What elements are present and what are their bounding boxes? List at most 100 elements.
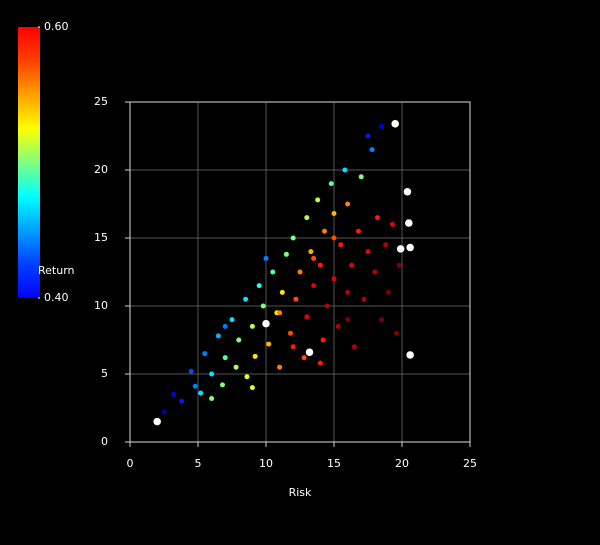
scatter-point bbox=[345, 289, 351, 295]
x-tick-label: 0 bbox=[127, 457, 134, 470]
marker-point bbox=[405, 350, 415, 360]
scatter-point bbox=[317, 262, 323, 268]
scatter-point bbox=[249, 323, 255, 329]
scatter-point bbox=[243, 296, 249, 302]
scatter-point bbox=[351, 344, 357, 350]
marker-point bbox=[152, 417, 162, 426]
scatter-point bbox=[345, 201, 351, 207]
scatter-point bbox=[202, 351, 208, 357]
scatter-point bbox=[283, 251, 289, 257]
scatter-point bbox=[293, 296, 299, 302]
colorbar-tick-label: 0.60 bbox=[44, 20, 69, 33]
marker-point bbox=[305, 347, 314, 357]
y-axis-label: Return bbox=[38, 264, 75, 277]
scatter-point bbox=[260, 303, 266, 309]
y-tick-label: 10 bbox=[94, 299, 108, 312]
scatter-point bbox=[198, 390, 204, 396]
y-tick-label: 15 bbox=[94, 231, 108, 244]
y-tick-label: 25 bbox=[94, 95, 108, 108]
scatter-point bbox=[328, 181, 334, 187]
x-tick-label: 25 bbox=[463, 457, 477, 470]
scatter-point bbox=[209, 395, 215, 401]
marker-point bbox=[403, 187, 412, 197]
scatter-point bbox=[338, 242, 344, 248]
marker-point bbox=[405, 243, 415, 252]
x-tick-label: 5 bbox=[195, 457, 202, 470]
scatter-point bbox=[171, 391, 177, 397]
scatter-point bbox=[345, 317, 351, 323]
x-tick-label: 20 bbox=[395, 457, 409, 470]
scatter-point bbox=[279, 289, 285, 295]
scatter-point bbox=[188, 368, 194, 374]
colorbar-tick-label: 0.40 bbox=[44, 291, 69, 304]
scatter-point bbox=[219, 382, 225, 388]
scatter-point bbox=[369, 147, 375, 153]
scatter-point bbox=[331, 276, 337, 282]
scatter-point bbox=[342, 167, 348, 173]
y-tick-label: 20 bbox=[94, 163, 108, 176]
scatter-point bbox=[355, 228, 361, 234]
scatter-point bbox=[256, 283, 262, 289]
y-tick-label: 5 bbox=[101, 367, 108, 380]
scatter-point bbox=[308, 249, 314, 255]
scatter-point bbox=[229, 317, 235, 323]
scatter-point bbox=[304, 215, 310, 221]
scatter-point bbox=[249, 385, 255, 391]
marker-point bbox=[261, 319, 271, 328]
scatter-point bbox=[236, 337, 242, 343]
scatter-point bbox=[379, 123, 385, 129]
marker-point bbox=[396, 244, 405, 254]
scatter-point bbox=[361, 296, 367, 302]
marker-point bbox=[404, 218, 414, 228]
scatter-point bbox=[304, 314, 310, 320]
scatter-point bbox=[161, 409, 167, 415]
scatter-point bbox=[277, 310, 283, 316]
scatter-point bbox=[252, 353, 258, 359]
scatter-point bbox=[317, 360, 323, 366]
scatter-point bbox=[331, 235, 337, 241]
scatter-point bbox=[383, 242, 389, 248]
scatter-point bbox=[365, 133, 371, 139]
scatter-point bbox=[349, 262, 355, 268]
scatter-point bbox=[324, 303, 330, 309]
scatter-point bbox=[215, 333, 221, 339]
scatter-point bbox=[244, 374, 250, 380]
scatter-point bbox=[311, 255, 317, 261]
scatter-point bbox=[290, 344, 296, 350]
scatter-point bbox=[233, 364, 239, 370]
scatter-point bbox=[331, 211, 337, 217]
scatter-point bbox=[297, 269, 303, 275]
scatter-point bbox=[365, 249, 371, 255]
scatter-point bbox=[358, 174, 364, 180]
marker-point bbox=[390, 119, 400, 129]
scatter-point bbox=[209, 371, 215, 377]
scatter-point bbox=[379, 317, 385, 323]
scatter-point bbox=[301, 355, 307, 361]
scatter-point bbox=[263, 255, 269, 261]
scatter-point bbox=[335, 323, 341, 329]
scatter-point bbox=[192, 383, 198, 389]
scatter-point bbox=[222, 323, 228, 329]
colorbar bbox=[18, 27, 40, 298]
scatter-point bbox=[222, 355, 228, 361]
scatter-point bbox=[311, 283, 317, 289]
x-axis-label: Risk bbox=[289, 486, 312, 499]
scatter-point bbox=[277, 364, 283, 370]
scatter-point bbox=[385, 289, 391, 295]
x-tick-label: 15 bbox=[327, 457, 341, 470]
scatter-point bbox=[375, 215, 381, 221]
scatter-point bbox=[389, 221, 395, 227]
scatter-point bbox=[266, 341, 272, 347]
scatter-point bbox=[320, 337, 326, 343]
x-tick-label: 10 bbox=[259, 457, 273, 470]
scatter-point bbox=[321, 228, 327, 234]
scatter-point bbox=[287, 330, 293, 336]
scatter-point bbox=[394, 330, 400, 336]
scatter-point bbox=[315, 197, 321, 203]
plot-frame bbox=[129, 101, 471, 443]
scatter-point bbox=[396, 262, 402, 268]
scatter-point bbox=[179, 398, 185, 404]
scatter-point bbox=[290, 235, 296, 241]
scatter-point bbox=[270, 269, 276, 275]
